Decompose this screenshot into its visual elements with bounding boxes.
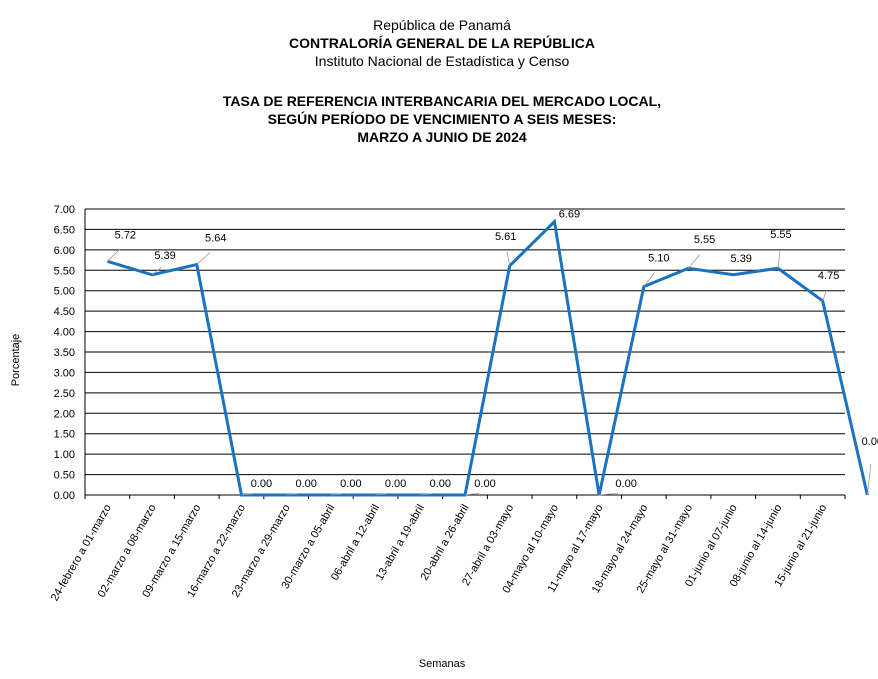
y-tick-label: 5.00 [54,286,75,298]
data-label: 0.00 [251,478,272,490]
leader-line [330,493,345,496]
leader-line [241,493,256,496]
data-label: 0.00 [340,478,361,490]
y-tick-label: 1.00 [54,449,75,461]
data-label: 5.61 [495,231,516,243]
x-tick-label: 06-abril a 12-abril [329,503,382,583]
y-tick-label: 2.00 [54,408,75,420]
y-tick-label: 4.50 [54,306,75,318]
data-label: 6.69 [559,209,580,221]
data-label: 5.10 [648,253,669,265]
leader-line [420,493,435,496]
y-axis-label: Porcentaje [10,334,22,387]
leader-line [286,493,301,496]
x-axis-label: Semanas [419,658,466,670]
x-tick-label: 20-abril a 26-abril [418,503,471,583]
data-label: 5.55 [694,234,715,246]
y-tick-label: 7.00 [54,204,75,216]
leader-line [688,254,701,269]
line-series [106,218,869,497]
chart-title: MARZO A JUNIO DE 2024 [357,129,527,145]
data-label: 0.00 [862,436,878,448]
header-line: Instituto Nacional de Estadística y Cens… [315,53,570,69]
y-tick-label: 4.00 [54,327,75,339]
leader-line [506,251,511,266]
y-tick-label: 0.00 [54,490,75,502]
y-tick-label: 3.00 [54,367,75,379]
data-label: 0.00 [385,478,406,490]
data-label: 0.00 [615,478,636,490]
leader-line [107,248,121,262]
leader-line [464,493,480,496]
leader-line [375,493,390,496]
data-label: 0.00 [474,478,495,490]
data-label: 0.00 [430,478,451,490]
leader-line [866,463,872,496]
header-line: CONTRALORÍA GENERAL DE LA REPÚBLICA [289,34,595,51]
y-tick-label: 1.50 [54,429,75,441]
leader-line [599,493,619,496]
data-label: 0.00 [295,478,316,490]
leader-line [151,267,162,276]
data-label: 5.64 [205,233,226,245]
data-label: 5.39 [154,250,175,262]
y-tick-label: 6.00 [54,245,75,257]
x-tick-label: 13-abril a 19-abril [374,503,427,583]
y-tick-label: 0.50 [54,470,75,482]
chart-title: TASA DE REFERENCIA INTERBANCARIA DEL MER… [223,93,661,109]
chart-title: SEGÚN PERÍODO DE VENCIMIENTO A SEIS MESE… [268,110,617,127]
leader-line [196,252,211,265]
leader-line [643,272,655,287]
y-tick-label: 3.50 [54,347,75,359]
data-label: 5.39 [731,253,752,265]
y-tick-label: 5.50 [54,265,75,277]
y-tick-label: 2.50 [54,388,75,400]
data-label: 5.55 [770,229,791,241]
y-tick-label: 6.50 [54,224,75,236]
leader-line [777,251,781,269]
x-tick-label: 15-junio al 21-junio [772,503,829,589]
data-label: 4.75 [818,270,839,282]
header-line: República de Panamá [373,17,511,33]
leader-line [822,289,828,302]
data-label: 5.72 [115,229,136,241]
